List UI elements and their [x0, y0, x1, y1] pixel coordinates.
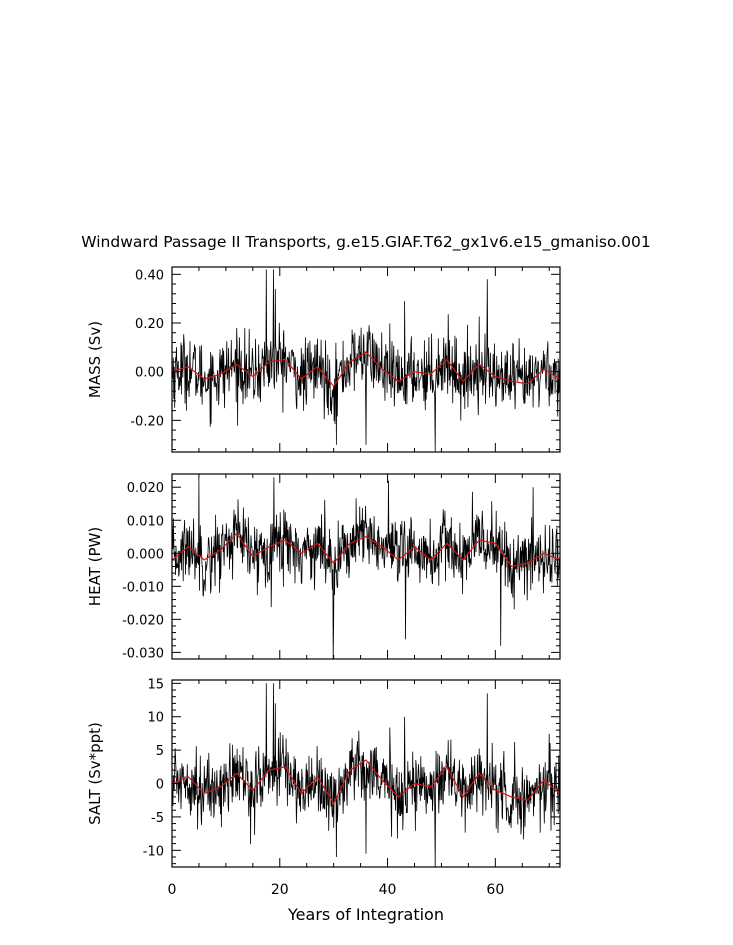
raw-series-line	[172, 683, 560, 867]
y-tick-label: 10	[147, 711, 164, 726]
y-tick-label: -5	[151, 811, 164, 826]
smoothed-series-line	[172, 532, 560, 568]
smoothed-series-line	[172, 759, 560, 805]
x-axis-label: Years of Integration	[287, 905, 444, 924]
chart-title: Windward Passage II Transports, g.e15.GI…	[81, 233, 650, 252]
y-tick-label: -0.030	[122, 646, 164, 661]
x-tick-label: 0	[168, 882, 177, 898]
y-tick-label: -10	[143, 844, 164, 859]
y-axis-label: HEAT (PW)	[86, 527, 104, 606]
y-tick-label: 0.000	[127, 547, 164, 562]
y-tick-label: 0.40	[135, 268, 164, 283]
x-tick-label: 20	[271, 882, 289, 898]
x-tick-label: 40	[379, 882, 397, 898]
raw-series-line	[172, 477, 560, 659]
y-tick-label: 0.020	[127, 481, 164, 496]
plot-frame	[171, 266, 561, 453]
panel-2: 0.020 0.010 0.000 -0.010 -0.020 -0.030 HEAT (P…	[86, 473, 561, 661]
y-axis-label: MASS (Sv)	[86, 321, 104, 398]
y-tick-label: 0.00	[135, 366, 164, 381]
y-tick-label: 0.20	[135, 317, 164, 332]
y-tick-label: 0.010	[127, 514, 164, 529]
y-axis-label: SALT (Sv*ppt)	[86, 722, 104, 825]
panel-3: 15 10 5 0 -5 -10 SALT (Sv*ppt)	[86, 677, 561, 868]
y-tick-label: -0.020	[122, 613, 164, 628]
y-tick-label: 15	[147, 677, 164, 692]
smoothed-series-line	[172, 351, 560, 388]
y-tick-label: 5	[156, 744, 164, 759]
plot-frame	[171, 679, 561, 868]
raw-series-line	[172, 269, 560, 452]
y-tick-label: -0.20	[130, 414, 164, 429]
plot-frame	[171, 473, 561, 660]
x-tick-label: 60	[486, 882, 504, 898]
panels: 0.40 0.20 0.00 -0.20 MASS (Sv) 0.020 0.010 0.00…	[86, 266, 561, 898]
y-tick-label: -0.010	[122, 580, 164, 595]
panel-1: 0.40 0.20 0.00 -0.20 MASS (Sv)	[86, 266, 561, 453]
y-tick-label: 0	[156, 778, 164, 793]
